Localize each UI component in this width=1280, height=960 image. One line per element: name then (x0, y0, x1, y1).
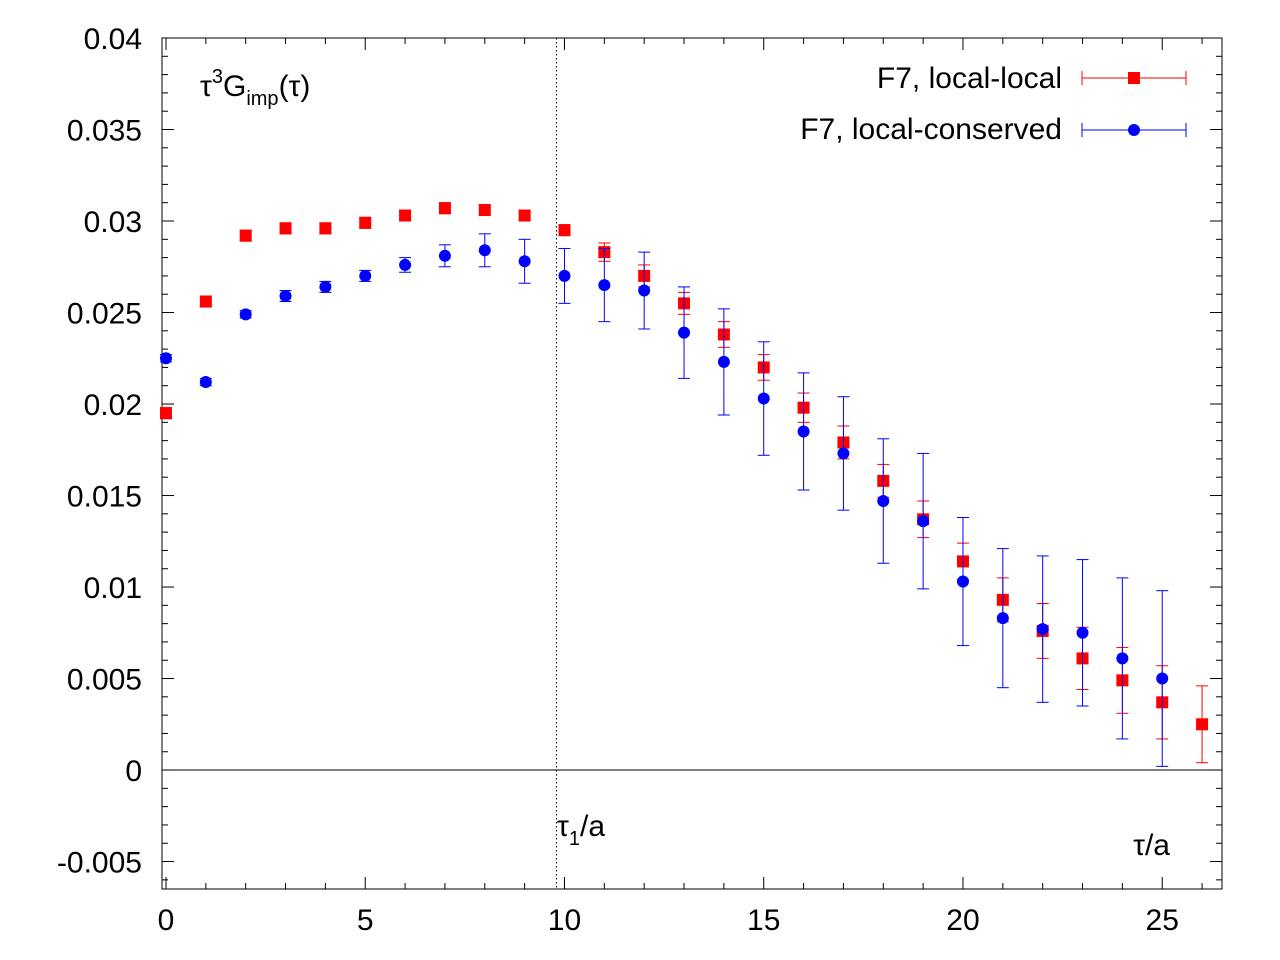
data-point (199, 376, 212, 389)
y-axis-label-g: G (223, 70, 246, 103)
data-point (518, 255, 531, 268)
x-tick-label: 5 (357, 904, 374, 937)
data-point (1116, 652, 1129, 665)
y-axis-label-superscript: 3 (212, 66, 223, 88)
y-axis-label-tau: τ (200, 70, 212, 103)
y-tick-label: 0 (125, 755, 142, 788)
data-point (558, 269, 571, 282)
legend-label-local-local: F7, local-local (877, 62, 1062, 95)
y-tick-label: 0.035 (67, 115, 142, 148)
y-tick-label: 0.025 (67, 298, 142, 331)
legend-label-local-conserved: F7, local-conserved (800, 113, 1062, 146)
legend-marker-circle (1128, 124, 1140, 136)
data-point (319, 280, 332, 293)
data-point (239, 308, 252, 321)
y-tick-label: 0.04 (84, 23, 142, 56)
data-point (797, 425, 810, 438)
data-point (598, 279, 611, 292)
data-point (359, 216, 372, 229)
x-tick-label: 20 (946, 904, 979, 937)
data-point (239, 229, 252, 242)
data-point (359, 269, 372, 282)
data-point (478, 244, 491, 257)
data-point (956, 575, 969, 588)
data-point (279, 222, 292, 235)
x-tick-label: 25 (1146, 904, 1179, 937)
x-tick-label: 0 (158, 904, 175, 937)
data-point (159, 352, 172, 365)
y-tick-label: 0.01 (84, 572, 142, 605)
y-tick-label: 0.03 (84, 206, 142, 239)
plot-area: 0 5 10 15 20 25 -0.005 0 0.005 0.01 0.015 0.02 0.025… (57, 23, 1223, 937)
y-axis-label: τ3Gimp(τ) (200, 66, 310, 110)
data-point (159, 407, 172, 420)
series-local-conserved (159, 233, 1169, 767)
data-point (279, 290, 292, 303)
data-point (917, 515, 930, 528)
legend-marker-square (1128, 72, 1140, 84)
data-point (837, 447, 850, 460)
data-point (518, 209, 531, 222)
data-point (199, 295, 212, 308)
data-point (478, 204, 491, 217)
vline-label: τ1/a (557, 810, 605, 850)
data-point (558, 224, 571, 237)
plot-frame (161, 37, 1223, 890)
data-point (678, 326, 691, 339)
data-point (1156, 672, 1169, 685)
data-point (438, 249, 451, 262)
y-tick-label: 0.005 (67, 664, 142, 697)
data-point (717, 355, 730, 368)
data-point (319, 222, 332, 235)
y-axis-label-argument: (τ) (279, 70, 311, 103)
x-axis-label: τ/a (1133, 829, 1170, 862)
data-point (1076, 626, 1089, 639)
data-point (1196, 718, 1209, 731)
x-tick-label: 15 (747, 904, 780, 937)
data-point (877, 495, 890, 508)
series-local-local (159, 202, 1209, 764)
legend: F7, local-local F7, local-conserved (800, 62, 1187, 146)
y-axis-label-subscript: imp (246, 88, 278, 110)
y-tick-label: 0.02 (84, 389, 142, 422)
legend-markers (1081, 71, 1187, 137)
x-tick-label: 10 (548, 904, 581, 937)
data-point (638, 284, 651, 297)
vline-label-tau: τ (557, 810, 569, 843)
vline-label-subscript: 1 (569, 828, 580, 850)
vline-label-suffix: /a (580, 810, 605, 843)
data-point (399, 209, 412, 222)
y-tick-label: 0.015 (67, 481, 142, 514)
data-point (1036, 623, 1049, 636)
data-point (438, 202, 451, 215)
data-point (996, 612, 1009, 625)
data-point (399, 258, 412, 271)
y-tick-label: -0.005 (57, 847, 142, 880)
data-point (757, 392, 770, 405)
